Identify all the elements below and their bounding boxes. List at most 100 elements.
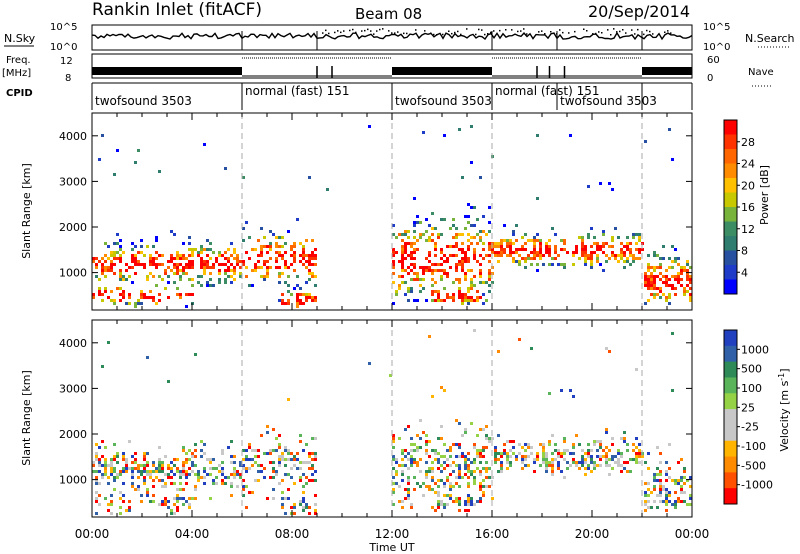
heat-cell — [452, 245, 455, 248]
heat-cell — [488, 275, 491, 278]
heat-cell — [101, 272, 104, 275]
heat-cell — [170, 476, 173, 479]
heat-cell — [110, 503, 113, 506]
heat-cell — [437, 236, 440, 239]
heat-cell — [413, 278, 416, 281]
heat-cell — [254, 449, 257, 452]
heat-cell — [434, 491, 437, 494]
heat-cell — [461, 176, 464, 179]
heat-cell — [479, 296, 482, 299]
heat-cell — [395, 470, 398, 473]
heat-cell — [467, 470, 470, 473]
heat-cell — [644, 491, 647, 494]
heat-cell — [590, 461, 593, 464]
nsearch-point — [517, 30, 519, 33]
heat-cell — [491, 251, 494, 254]
heat-cell — [665, 299, 668, 302]
heat-cell — [98, 260, 101, 263]
heat-cell — [653, 284, 656, 287]
heat-cell — [101, 476, 104, 479]
heat-cell — [281, 302, 284, 305]
heat-cell — [239, 266, 242, 269]
colorbar-swatch — [724, 221, 737, 237]
heat-cell — [434, 227, 437, 230]
heat-cell — [545, 467, 548, 470]
heat-cell — [368, 362, 371, 365]
heat-cell — [443, 218, 446, 221]
nsearch-tick-bottom: 10^0 — [703, 42, 730, 53]
heat-cell — [233, 455, 236, 458]
heat-cell — [419, 290, 422, 293]
nsearch-point — [352, 28, 354, 31]
heat-cell — [461, 248, 464, 251]
heat-cell — [188, 458, 191, 461]
heat-cell — [299, 254, 302, 257]
heat-cell — [167, 281, 170, 284]
heat-cell — [407, 497, 410, 500]
heat-cell — [146, 464, 149, 467]
heat-cell — [410, 443, 413, 446]
heat-cell — [110, 458, 113, 461]
heat-cell — [581, 242, 584, 245]
heat-cell — [185, 452, 188, 455]
heat-cell — [281, 455, 284, 458]
heat-cell — [581, 236, 584, 239]
heat-cell — [311, 239, 314, 242]
heat-cell — [302, 254, 305, 257]
heat-cell — [671, 158, 674, 161]
date-title: 20/Sep/2014 — [588, 2, 690, 21]
heat-cell — [146, 452, 149, 455]
heat-cell — [452, 293, 455, 296]
heat-cell — [275, 470, 278, 473]
heat-cell — [644, 494, 647, 497]
heat-cell — [680, 488, 683, 491]
heat-cell — [686, 290, 689, 293]
nsearch-label: N.Search — [745, 32, 795, 45]
heat-cell — [140, 239, 143, 242]
heat-cell — [104, 269, 107, 272]
heat-cell — [413, 266, 416, 269]
heat-cell — [503, 224, 506, 227]
freq-panel — [91, 53, 693, 79]
heat-cell — [107, 245, 110, 248]
heat-cell — [494, 452, 497, 455]
nsearch-point — [526, 33, 528, 35]
heat-cell — [242, 479, 245, 482]
heat-cell — [581, 251, 584, 254]
heat-cell — [272, 467, 275, 470]
heat-cell — [443, 254, 446, 257]
heat-cell — [635, 437, 638, 440]
heat-cell — [647, 488, 650, 491]
heat-cell — [551, 464, 554, 467]
heat-cell — [266, 497, 269, 500]
heat-cell — [122, 296, 125, 299]
heat-cell — [683, 500, 686, 503]
heat-cell — [308, 452, 311, 455]
heat-cell — [665, 479, 668, 482]
heat-cell — [668, 266, 671, 269]
heat-cell — [194, 449, 197, 452]
heat-cell — [563, 452, 566, 455]
heat-cell — [407, 254, 410, 257]
heat-cell — [446, 479, 449, 482]
y-tick-label: 1000 — [59, 267, 87, 280]
heat-cell — [578, 461, 581, 464]
heat-cell — [431, 263, 434, 266]
heat-cell — [467, 290, 470, 293]
heat-cell — [140, 293, 143, 296]
heat-cell — [491, 437, 494, 440]
heat-cell — [464, 215, 467, 218]
heat-cell — [305, 254, 308, 257]
heat-cell — [632, 443, 635, 446]
heat-cell — [302, 509, 305, 512]
heat-cell — [572, 254, 575, 257]
heat-cell — [470, 161, 473, 164]
heat-cell — [242, 458, 245, 461]
heat-cell — [224, 482, 227, 485]
heat-cell — [656, 254, 659, 257]
heat-cell — [683, 467, 686, 470]
y-tick-label: 4000 — [59, 337, 87, 350]
heat-cell — [425, 470, 428, 473]
heat-cell — [224, 251, 227, 254]
heat-cell — [122, 290, 125, 293]
